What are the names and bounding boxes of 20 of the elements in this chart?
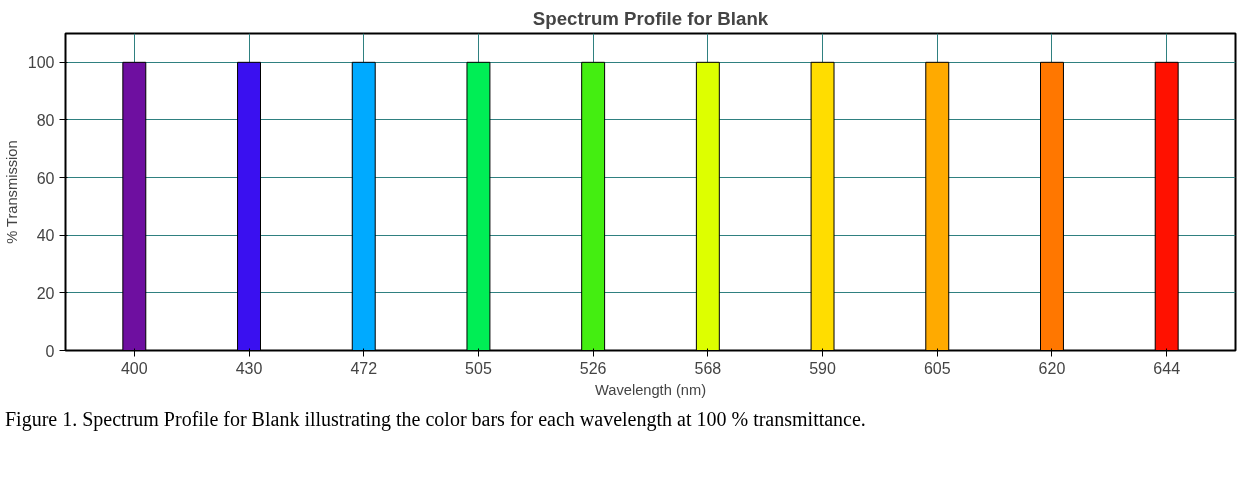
y-tick-label: 100 (27, 54, 55, 72)
y-tick-label: 60 (36, 169, 55, 187)
y-axis-title: % Transmission (3, 140, 20, 244)
x-tick-label: 526 (579, 359, 607, 377)
x-tick-label: 605 (923, 359, 951, 377)
caption: Figure 1. Spectrum Profile for Blank illustrating the color bars for each wavelength at 100 % transmittance. (5, 407, 866, 433)
x-tick-label: 430 (235, 359, 263, 377)
y-tick-label: 40 (36, 227, 55, 245)
x-axis-title: Wavelength (nm) (594, 381, 707, 398)
y-tick-label: 0 (45, 342, 55, 360)
x-tick-label: 590 (809, 359, 837, 377)
x-tick-label: 400 (120, 359, 148, 377)
x-tick-label: 568 (694, 359, 722, 377)
x-tick-label: 620 (1038, 359, 1066, 377)
x-tick-label: 472 (350, 359, 378, 377)
x-tick-label: 505 (465, 359, 492, 377)
y-tick-label: 80 (36, 111, 55, 129)
chart-title: Spectrum Profile for Blank (532, 7, 769, 29)
y-tick-label: 20 (36, 284, 55, 302)
x-tick-label: 644 (1153, 359, 1181, 377)
